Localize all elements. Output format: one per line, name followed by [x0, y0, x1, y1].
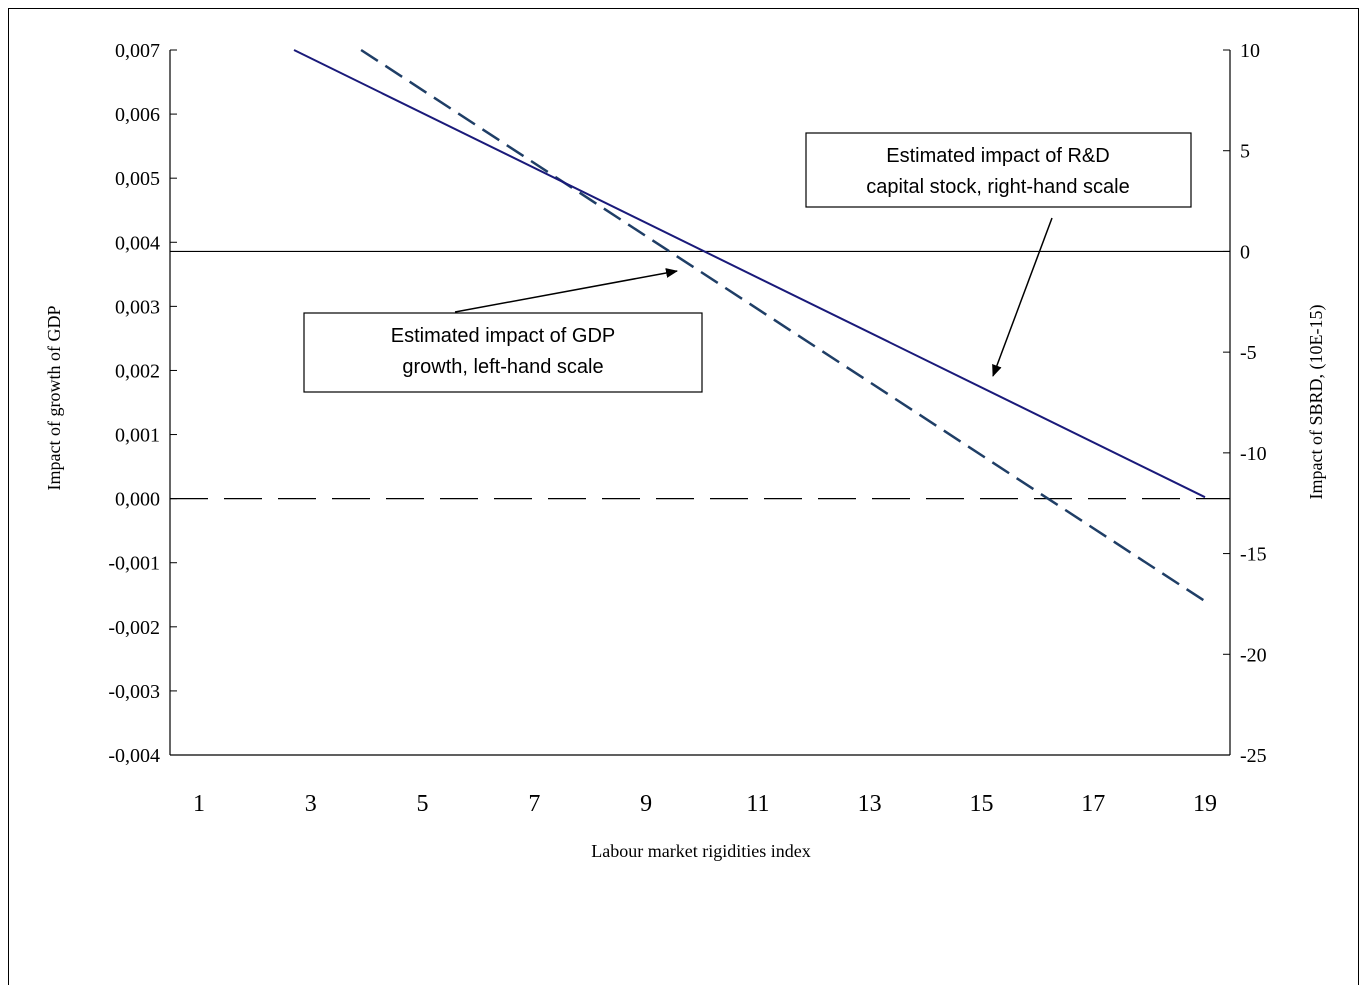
x-axis-title: Labour market rigidities index	[591, 841, 810, 861]
right-y-ticks: 10 5 0 -5 -10 -15 -20 -25	[1223, 40, 1267, 767]
right-y-axis-title: Impact of SBRD, (10E-15)	[1306, 305, 1327, 500]
series-line-rd-capital-stock	[293, 49, 1206, 499]
x-tick-label: 11	[746, 791, 769, 817]
x-tick-label: 5	[417, 791, 429, 817]
left-y-tick-label: 0,001	[115, 425, 160, 447]
callout-rd-box	[805, 132, 1192, 208]
left-y-tick-label: -0,002	[108, 617, 160, 639]
series-line-gdp-growth	[360, 48, 1206, 603]
right-y-tick-label: -25	[1240, 745, 1267, 767]
x-tick-label: 1	[193, 791, 205, 817]
right-y-tick-label: 0	[1240, 241, 1250, 263]
right-y-tick-label: -20	[1240, 644, 1267, 666]
left-y-tick-label: 0,007	[115, 40, 160, 62]
callout-rd-arrow	[992, 217, 1053, 377]
x-tick-label: 9	[640, 791, 652, 817]
callout-gdp-box	[303, 312, 703, 393]
callout-gdp-arrow	[454, 268, 678, 313]
series-layer	[170, 48, 1230, 603]
x-tick-label: 17	[1081, 791, 1105, 817]
x-tick-label: 7	[528, 791, 540, 817]
left-y-tick-label: 0,006	[115, 104, 160, 126]
left-y-tick-label: 0,004	[115, 232, 160, 254]
left-y-tick-label: -0,001	[108, 553, 160, 575]
left-y-axis-title: Impact of growth of GDP	[44, 306, 64, 491]
left-y-tick-label: 0,003	[115, 296, 160, 318]
right-y-tick-label: 5	[1240, 141, 1250, 163]
right-y-tick-label: 10	[1240, 40, 1260, 62]
callout-gdp-line-2: growth, left-hand scale	[402, 356, 603, 378]
left-y-tick-label: -0,004	[108, 745, 160, 767]
chart-border	[8, 8, 1359, 985]
right-y-tick-label: -5	[1240, 342, 1257, 364]
callout-gdp: Estimated impact of GDP growth, left-han…	[303, 268, 703, 393]
left-y-ticks: 0,007 0,006 0,005 0,004 0,003 0,002 0,001 0,000…	[108, 40, 177, 767]
x-tick-label: 13	[858, 791, 882, 817]
left-y-tick-label: 0,005	[115, 168, 160, 190]
right-y-tick-label: -15	[1240, 544, 1267, 566]
left-y-tick-label: -0,003	[108, 681, 160, 703]
x-ticks: 1 3 5 7 9 11 13 15 17 19	[193, 791, 1217, 817]
callout-gdp-line-1: Estimated impact of GDP	[391, 325, 616, 347]
callout-rd: Estimated impact of R&D capital stock, r…	[805, 132, 1192, 377]
right-y-tick-label: -10	[1240, 443, 1267, 465]
left-y-tick-label: 0,002	[115, 360, 160, 382]
left-y-tick-label: 0,000	[115, 489, 160, 511]
x-tick-label: 15	[969, 791, 993, 817]
x-tick-label: 3	[305, 791, 317, 817]
callout-rd-line-2: capital stock, right-hand scale	[866, 176, 1129, 198]
callout-rd-line-1: Estimated impact of R&D	[886, 145, 1109, 167]
x-tick-label: 19	[1193, 791, 1217, 817]
